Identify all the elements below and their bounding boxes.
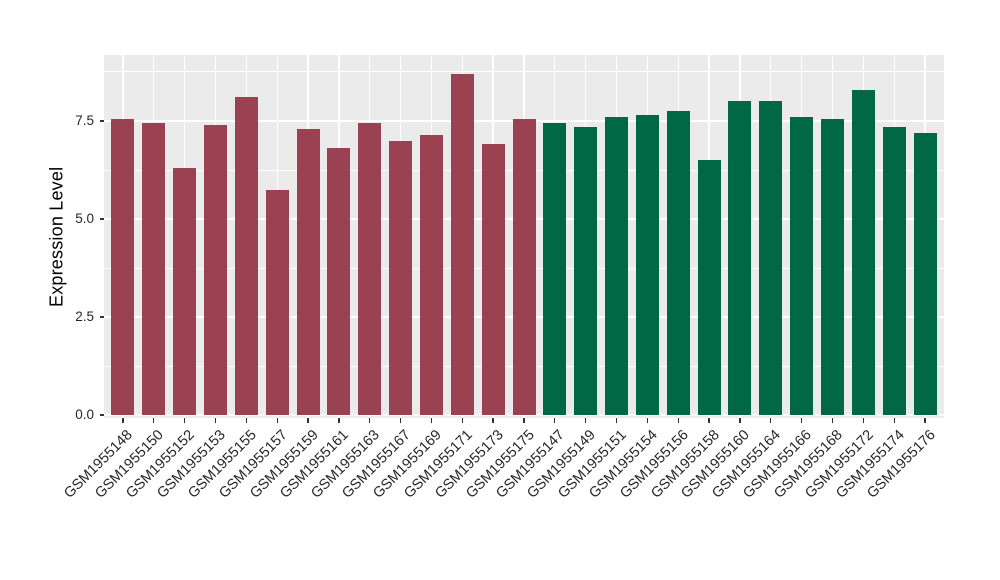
bar-GSM1955153 bbox=[203, 124, 227, 415]
bar-GSM1955163 bbox=[358, 122, 382, 415]
bar-GSM1955152 bbox=[173, 167, 197, 415]
y-tick-mark bbox=[99, 218, 104, 220]
y-tick-label: 7.5 bbox=[75, 112, 94, 128]
bar-GSM1955155 bbox=[234, 97, 258, 415]
bar-GSM1955176 bbox=[913, 132, 937, 415]
y-minor-gridline bbox=[104, 71, 944, 73]
y-tick-mark bbox=[99, 316, 104, 318]
x-tick-mark bbox=[338, 418, 340, 423]
y-tick-label: 2.5 bbox=[75, 308, 94, 324]
bar-GSM1955171 bbox=[450, 73, 474, 415]
bar-GSM1955169 bbox=[419, 134, 443, 415]
x-tick-mark bbox=[924, 418, 926, 423]
x-tick-mark bbox=[399, 418, 402, 423]
x-tick-mark bbox=[739, 418, 741, 423]
bar-GSM1955147 bbox=[543, 122, 567, 415]
x-tick-mark bbox=[801, 418, 803, 423]
x-tick-mark bbox=[585, 418, 587, 423]
x-tick-mark bbox=[245, 418, 247, 423]
x-axis: GSM1955148 GSM1955150 GSM1955152 GSM1955153… bbox=[62, 418, 944, 580]
x-tick-mark bbox=[677, 418, 679, 423]
bar-GSM1955168 bbox=[821, 118, 845, 415]
x-tick-mark bbox=[214, 418, 217, 423]
x-tick-mark bbox=[893, 418, 895, 423]
bar-GSM1955167 bbox=[389, 140, 413, 415]
x-tick-mark bbox=[430, 418, 433, 423]
bar-GSM1955166 bbox=[790, 116, 814, 415]
bar-GSM1955157 bbox=[265, 189, 289, 415]
bar-GSM1955156 bbox=[666, 111, 690, 415]
bar-GSM1955159 bbox=[296, 128, 320, 415]
bar-GSM1955173 bbox=[481, 144, 505, 415]
x-tick-mark bbox=[523, 418, 525, 423]
bar-GSM1955151 bbox=[605, 116, 629, 415]
x-tick-mark bbox=[770, 418, 772, 423]
x-tick-mark bbox=[862, 418, 865, 423]
bar-GSM1955161 bbox=[327, 148, 351, 415]
x-tick-mark bbox=[646, 418, 649, 423]
bar-GSM1955150 bbox=[142, 122, 166, 415]
x-tick-mark bbox=[369, 418, 371, 423]
x-tick-mark bbox=[153, 418, 155, 423]
x-tick-mark bbox=[122, 418, 124, 423]
y-tick-mark bbox=[99, 414, 104, 416]
bar-GSM1955164 bbox=[759, 101, 783, 415]
x-tick-mark bbox=[554, 418, 556, 423]
bar-GSM1955172 bbox=[851, 89, 875, 415]
x-tick-mark bbox=[492, 418, 494, 423]
y-tick-label: 5.0 bbox=[75, 210, 94, 226]
x-tick-mark bbox=[831, 418, 834, 423]
bar-GSM1955160 bbox=[728, 101, 752, 415]
x-tick-mark bbox=[307, 418, 309, 423]
x-tick-mark bbox=[183, 418, 186, 423]
bar-GSM1955148 bbox=[111, 118, 135, 415]
bar-GSM1955175 bbox=[512, 118, 536, 415]
y-tick-label: 0.0 bbox=[75, 407, 94, 422]
y-axis: 0.0 2.5 5.0 7.5 bbox=[0, 55, 104, 422]
x-tick-mark bbox=[615, 418, 618, 423]
y-tick-mark bbox=[99, 120, 104, 122]
bar-GSM1955154 bbox=[635, 115, 659, 415]
x-tick-mark bbox=[461, 418, 463, 423]
bar-GSM1955174 bbox=[882, 126, 906, 415]
x-tick-mark bbox=[708, 418, 710, 423]
bar-GSM1955158 bbox=[697, 160, 721, 415]
x-tick-mark bbox=[276, 418, 278, 423]
bar-GSM1955149 bbox=[574, 126, 598, 415]
plot-panel bbox=[104, 55, 944, 418]
